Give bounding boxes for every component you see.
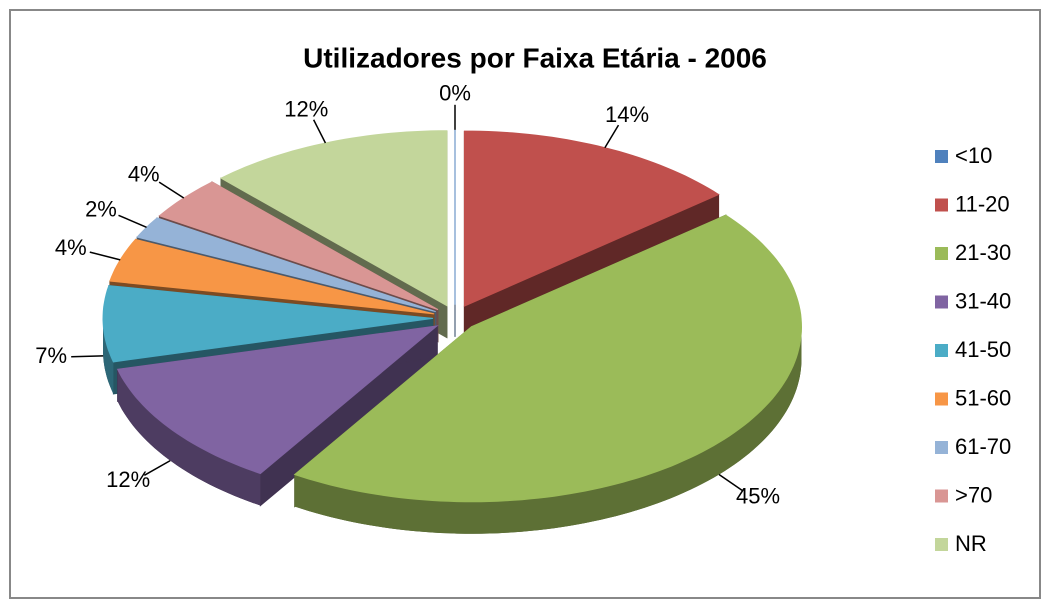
- legend-label: NR: [955, 531, 987, 556]
- data-label: 0%: [439, 81, 471, 106]
- data-label: 14%: [605, 102, 649, 127]
- legend-label: 41-50: [955, 337, 1011, 362]
- data-label: 2%: [85, 196, 117, 221]
- slice-wall: [117, 369, 261, 506]
- legend-label: <10: [955, 143, 992, 168]
- legend-label: 51-60: [955, 385, 1011, 410]
- slice-wall: [103, 318, 114, 394]
- data-label: 12%: [106, 467, 150, 492]
- leader-line: [89, 251, 121, 261]
- pie-tops: [102, 129, 803, 503]
- legend-label: 61-70: [955, 434, 1011, 459]
- data-labels: 0% 14% 45% 12% 7% 4% 2% 4% 12%: [35, 81, 780, 509]
- legend-label: 31-40: [955, 288, 1011, 313]
- slice: [293, 214, 803, 503]
- legend-swatch: [935, 150, 948, 163]
- slice: [158, 181, 439, 311]
- leader-line: [312, 119, 327, 144]
- chart-title: Utilizadores por Faixa Etária - 2006: [303, 42, 767, 73]
- legend-swatch: [935, 441, 948, 454]
- legend-swatch: [935, 392, 948, 406]
- slice: [109, 238, 435, 315]
- leader-line: [118, 214, 147, 229]
- leader-line: [71, 355, 104, 358]
- data-label: 45%: [736, 483, 780, 508]
- leader-line: [718, 473, 744, 492]
- legend-swatch: [935, 538, 948, 551]
- legend-swatch: [935, 489, 948, 503]
- legend-label: 11-20: [955, 191, 1010, 216]
- legend-swatch: [935, 295, 948, 309]
- data-label: 12%: [284, 96, 328, 121]
- legend-swatch: [935, 247, 948, 260]
- leader-line: [604, 124, 620, 149]
- slice: [102, 285, 434, 363]
- legend-label: 21-30: [955, 240, 1011, 265]
- data-label: 7%: [35, 343, 67, 368]
- leader-line: [158, 181, 185, 199]
- legend-swatch: [935, 198, 948, 212]
- legend: <10 11-20 21-30 31-40 41-50 51-60 61-70 >70 NR: [935, 143, 1011, 556]
- legend-label: >70: [955, 482, 992, 507]
- legend-swatch: [935, 344, 948, 357]
- data-label: 4%: [55, 235, 87, 260]
- slice-wall: [294, 326, 802, 534]
- leader-line: [143, 459, 171, 476]
- data-label: 4%: [128, 162, 160, 187]
- slice: [116, 325, 439, 475]
